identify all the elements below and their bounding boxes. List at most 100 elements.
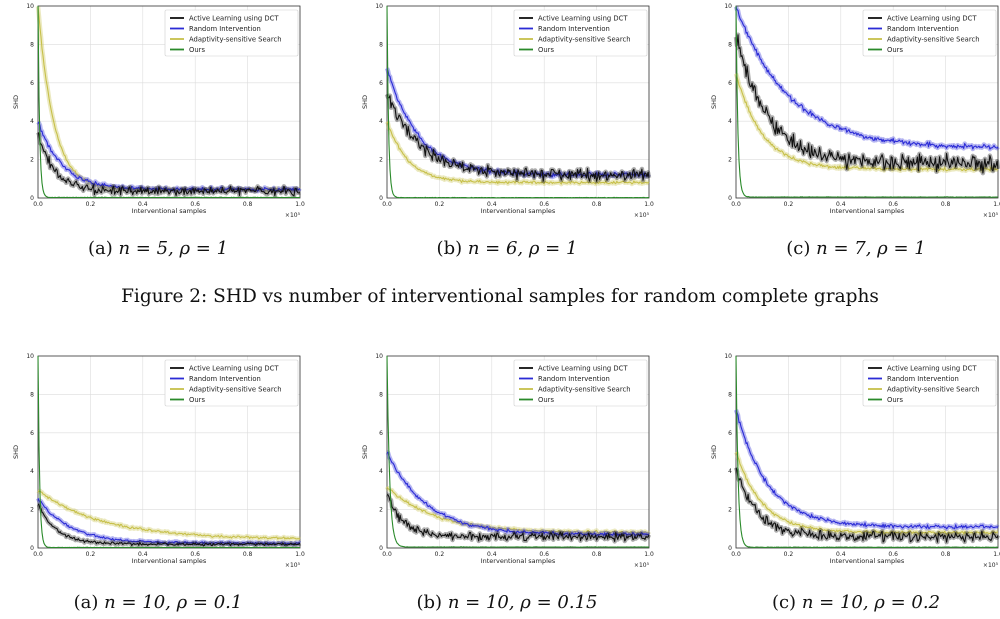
x-axis-label: Interventional samples — [481, 207, 556, 215]
x-tick-label: 1.0 — [644, 201, 654, 208]
series-line-random — [386, 451, 650, 537]
x-tick-label: 1.0 — [295, 201, 305, 208]
legend-label: Random Intervention — [538, 375, 610, 383]
subcaption: (c) n = 10, ρ = 0.2 — [726, 592, 986, 613]
series-line-ours — [735, 6, 998, 198]
y-tick-label: 4 — [30, 118, 34, 125]
x-axis-label: Interventional samples — [481, 557, 556, 565]
y-tick-label: 6 — [728, 80, 732, 87]
series-line-ours — [386, 355, 649, 548]
y-tick-label: 6 — [30, 430, 34, 437]
y-tick-label: 6 — [379, 430, 383, 437]
chart-panel-2: 0.0 0.2 0.4 0.6 0.8 1.0 0 2 4 6 8 10 Interventional … — [357, 2, 654, 220]
y-axis-label: SHD — [710, 95, 718, 109]
y-tick-label: 8 — [379, 391, 383, 398]
subcaption-math: n = 7, ρ = 1 — [816, 238, 926, 259]
series-line-active — [387, 494, 650, 542]
x-tick-label: 0.6 — [888, 201, 898, 208]
legend-box — [513, 359, 648, 407]
y-tick-label: 0 — [379, 195, 383, 202]
legend-label: Adaptivity-sensitive Search — [538, 35, 631, 43]
x-tick-label: 0.0 — [731, 551, 741, 558]
x-tick-label: 0.8 — [592, 551, 602, 558]
y-tick-label: 0 — [379, 545, 383, 552]
chart-panel-3: 0.0 0.2 0.4 0.6 0.8 1.0 0 2 4 6 8 10 Interventional … — [706, 2, 1000, 220]
chart-svg: 0.0 0.2 0.4 0.6 0.8 1.0 0 2 4 6 8 10 Interventional … — [361, 3, 654, 219]
legend-label: Adaptivity-sensitive Search — [887, 35, 980, 43]
y-axis-label: SHD — [12, 95, 20, 109]
y-tick-label: 2 — [30, 157, 34, 164]
y-tick-label: 8 — [30, 41, 34, 48]
x-axis-multiplier: ×10⁵ — [634, 212, 650, 219]
series-line-ours — [386, 6, 649, 199]
subcaption: (a) n = 5, ρ = 1 — [28, 238, 288, 259]
x-tick-label: 0.6 — [190, 551, 200, 558]
legend-label: Adaptivity-sensitive Search — [538, 385, 631, 393]
series-band-active — [384, 93, 652, 184]
chart-panel-6: 0.0 0.2 0.4 0.6 0.8 1.0 0 2 4 6 8 10 Interventional … — [706, 352, 1000, 570]
chart-panel-1: 0.0 0.2 0.4 0.6 0.8 1.0 0 2 4 6 8 10 Interventional … — [8, 2, 305, 220]
x-axis-label: Interventional samples — [830, 207, 905, 215]
series-line-random — [735, 409, 999, 530]
legend-label: Active Learning using DCT — [538, 364, 628, 372]
y-tick-label: 10 — [375, 3, 383, 10]
legend-label: Active Learning using DCT — [538, 14, 628, 22]
y-tick-label: 2 — [728, 507, 732, 514]
legend-label: Active Learning using DCT — [887, 14, 977, 22]
chart-svg: 0.0 0.2 0.4 0.6 0.8 1.0 0 2 4 6 8 10 Interventional … — [710, 353, 1000, 569]
legend-label: Adaptivity-sensitive Search — [189, 385, 282, 393]
x-tick-label: 0.4 — [487, 551, 497, 558]
x-tick-label: 0.8 — [243, 551, 253, 558]
legend-label: Ours — [887, 46, 903, 54]
subcaption-math: n = 10, ρ = 0.15 — [447, 592, 598, 613]
subcaption: (b) n = 10, ρ = 0.15 — [377, 592, 637, 613]
series-line-active — [37, 503, 301, 547]
legend-label: Active Learning using DCT — [189, 14, 279, 22]
y-tick-label: 2 — [30, 507, 34, 514]
x-tick-label: 0.0 — [33, 551, 43, 558]
x-tick-label: 0.0 — [382, 201, 392, 208]
subcaption-math: n = 10, ρ = 0.2 — [801, 592, 941, 613]
y-tick-label: 4 — [379, 468, 383, 475]
subcaption: (b) n = 6, ρ = 1 — [377, 238, 637, 259]
plot-frame — [386, 355, 650, 549]
x-tick-label: 0.8 — [941, 201, 951, 208]
y-tick-label: 8 — [728, 41, 732, 48]
x-tick-label: 0.4 — [836, 201, 846, 208]
x-tick-label: 0.8 — [592, 201, 602, 208]
series-line-adaptive — [37, 490, 301, 540]
y-tick-label: 2 — [379, 157, 383, 164]
x-tick-label: 0.2 — [435, 551, 445, 558]
x-axis-label: Interventional samples — [132, 207, 207, 215]
x-axis-multiplier: ×10⁵ — [983, 562, 999, 569]
y-axis-label: SHD — [710, 445, 718, 459]
legend-label: Adaptivity-sensitive Search — [887, 385, 980, 393]
x-axis-multiplier: ×10⁵ — [285, 212, 301, 219]
y-tick-label: 0 — [728, 195, 732, 202]
y-tick-label: 10 — [375, 353, 383, 360]
legend-label: Ours — [538, 46, 554, 54]
y-tick-label: 10 — [724, 3, 732, 10]
chart-svg: 0.0 0.2 0.4 0.6 0.8 1.0 0 2 4 6 8 10 Interventional … — [12, 353, 305, 569]
legend-box — [164, 359, 299, 407]
legend-label: Random Intervention — [538, 25, 610, 33]
series-line-adaptive — [735, 73, 999, 172]
y-tick-label: 2 — [379, 507, 383, 514]
series-line-active — [735, 34, 999, 174]
series-band-adaptive — [385, 485, 651, 537]
y-tick-label: 10 — [724, 353, 732, 360]
x-tick-label: 0.0 — [382, 551, 392, 558]
series-line-adaptive — [386, 121, 650, 185]
x-tick-label: 0.0 — [731, 201, 741, 208]
legend-label: Active Learning using DCT — [189, 364, 279, 372]
subcaption: (c) n = 7, ρ = 1 — [726, 238, 986, 259]
x-tick-label: 0.8 — [941, 551, 951, 558]
y-tick-label: 4 — [728, 468, 732, 475]
legend-label: Ours — [189, 46, 205, 54]
y-tick-label: 6 — [379, 80, 383, 87]
y-axis-label: SHD — [12, 445, 20, 459]
legend-box — [862, 9, 997, 57]
legend-label: Active Learning using DCT — [887, 364, 977, 372]
y-tick-label: 6 — [728, 430, 732, 437]
x-axis-multiplier: ×10⁵ — [285, 562, 301, 569]
